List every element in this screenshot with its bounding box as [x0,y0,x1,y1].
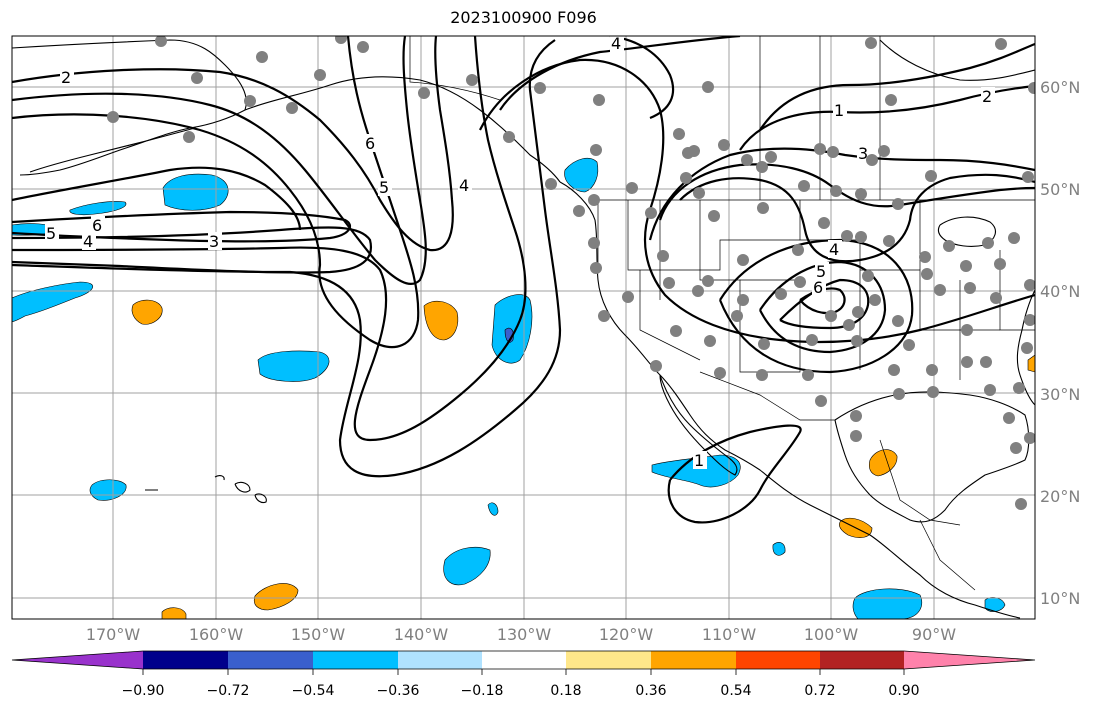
colorbar-segment [398,651,482,669]
latitude-label: 30°N [1040,385,1080,404]
contour-line [12,226,373,274]
colorbar-tick-label: −0.54 [292,683,335,699]
colorbar-max-extension [904,651,1035,669]
contour-label: 5 [46,224,56,243]
negative-anomaly-region [257,350,330,382]
negative-anomaly-region [12,281,93,323]
contour-line [609,36,675,120]
contour-line [759,42,1035,131]
contour-line [12,36,527,442]
latitude-label: 50°N [1040,180,1080,199]
contour-line [12,166,302,231]
contour-label: 2 [61,68,71,87]
colorbar-tick-label: −0.90 [122,683,165,699]
negative-anomaly-region [564,157,599,193]
contour-line [718,238,914,374]
colorbar-tick-label: 0.54 [720,683,751,699]
map-frame [11,35,1036,620]
contour-label: 6 [813,278,823,297]
colorbar-tick-label: −0.36 [377,683,420,699]
longitude-label: 160°W [189,625,244,644]
contour-label: 6 [92,216,102,235]
latitude-labels: 10°N 20°N 30°N 40°N 50°N 60°N [1040,78,1080,608]
colorbar-tick-label: 0.18 [550,683,581,699]
contour-label: 3 [858,144,868,163]
contour-label: 4 [611,34,621,53]
longitude-label: 130°W [497,625,552,644]
longitude-label: 120°W [599,625,654,644]
contour-label: 2 [982,87,992,106]
positive-anomaly-region [253,583,299,611]
contour-line [759,260,887,354]
contour-line [658,163,1035,221]
map-title: 2023100900 F096 [450,8,597,27]
negative-anomaly-region [69,201,127,216]
latitude-label: 10°N [1040,589,1080,608]
contour-line [12,36,420,349]
longitude-label: 110°W [702,625,757,644]
longitude-label: 170°W [86,625,141,644]
negative-anomaly-region [443,547,491,586]
colorbar-tick-label: 0.72 [804,683,835,699]
contour-label: 5 [816,262,826,281]
longitude-label: 90°W [912,625,956,644]
contour-line [12,36,427,285]
longitude-label: 140°W [394,625,449,644]
positive-anomaly-region [161,607,187,619]
hawaii-islands [145,475,267,504]
colorbar-min-extension [12,651,143,669]
longitude-label: 100°W [804,625,859,644]
colorbar-segment [482,651,566,669]
colorbar-segment [651,651,736,669]
contour-line [479,58,1035,344]
contour-line [12,39,562,478]
colorbar: −0.90 −0.72 −0.54 −0.36 −0.18 0.18 0.36 … [11,650,1036,699]
baja-california [659,374,738,476]
contour-line [12,36,454,252]
aleutian-islands [29,127,196,173]
colorbar-segment [228,651,313,669]
shaded-anomaly-regions [12,157,1035,619]
west-coast [559,181,1021,619]
colorbar-segment [820,651,904,669]
colorbar-tick-label: −0.18 [461,683,504,699]
east-coast [1016,289,1035,406]
contour-label: 6 [365,134,375,153]
colorbar-segment [313,651,398,669]
contour-labels: 2 6 5 4 3 6 5 4 4 1 2 3 4 5 [45,34,995,470]
colorbar-tick-label: −0.72 [207,683,250,699]
colorbar-tick-label: 0.90 [888,683,919,699]
contour-label: 4 [829,240,839,259]
positive-anomaly-region [131,299,163,325]
contour-label: 3 [209,232,219,251]
colorbar-segment [566,651,651,669]
contour-label: 4 [83,232,93,251]
contour-label: 1 [694,451,704,470]
longitude-labels: 170°W 160°W 150°W 140°W 130°W 120°W 110°… [86,625,956,644]
positive-anomaly-region [1027,354,1035,373]
contour-label: 4 [459,176,469,195]
contour-line [679,173,1035,263]
colorbar-segment [736,651,820,669]
colorbar-tick-label: 0.36 [635,683,666,699]
contour-line [499,36,741,111]
longitude-label: 150°W [291,625,346,644]
positive-anomaly-region [423,300,459,341]
hudson-bay-coast [879,39,1035,81]
latitude-label: 40°N [1040,282,1080,301]
alaska-panhandle-coastline [244,76,561,183]
contour-label: 1 [834,101,844,120]
latitude-label: 20°N [1040,487,1080,506]
contour-label: 5 [379,178,389,197]
negative-anomaly-region [162,173,229,211]
negative-anomaly-region [772,542,786,556]
negative-anomaly-region [487,502,499,516]
contour-line [667,424,802,524]
negative-anomaly-region [852,588,923,619]
station-markers [107,36,1035,510]
colorbar-segment [143,651,228,669]
latitude-label: 60°N [1040,78,1080,97]
